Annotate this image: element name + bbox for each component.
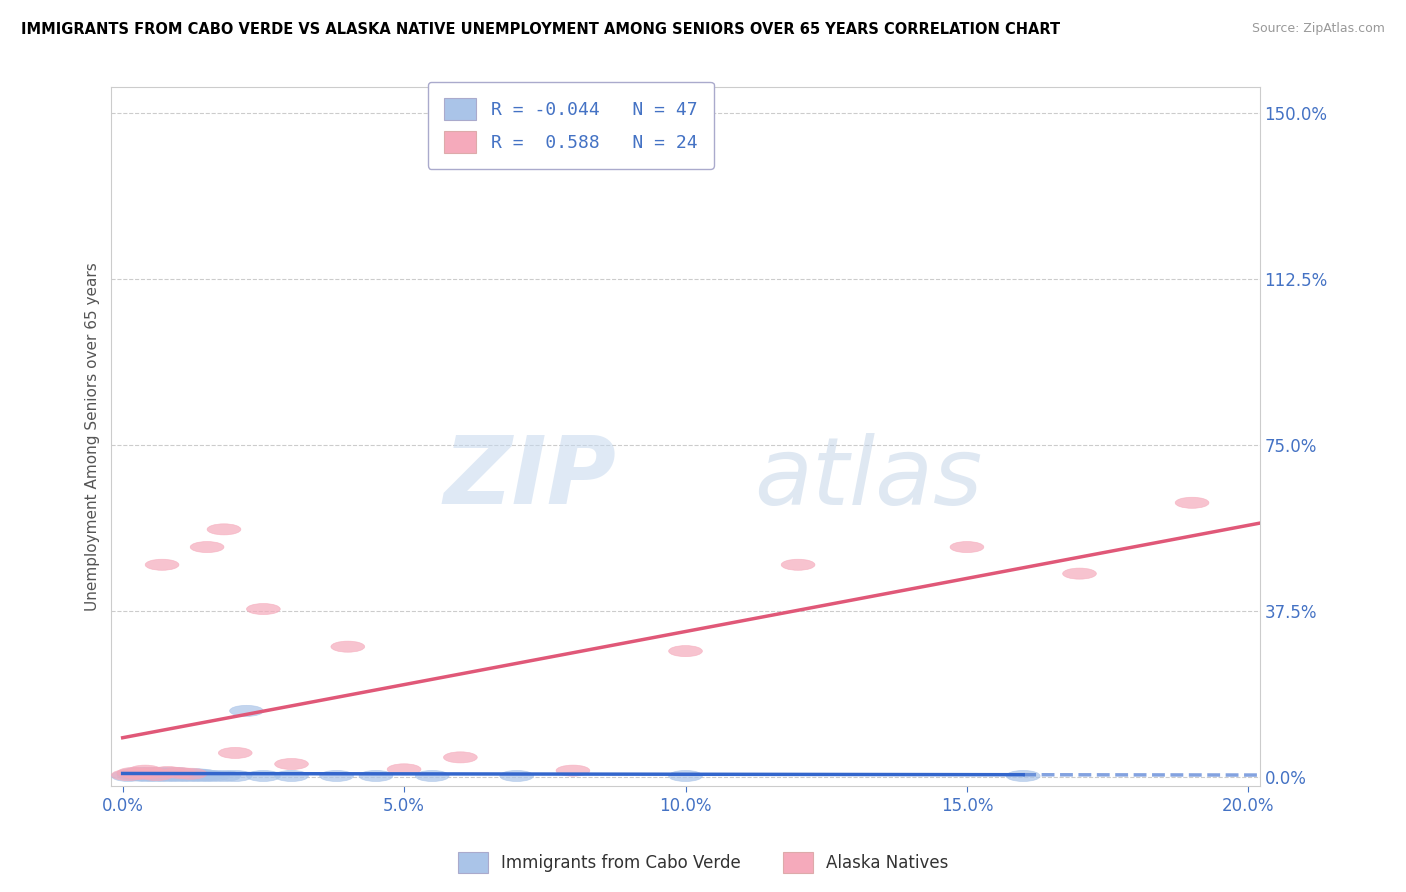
Ellipse shape [669, 646, 703, 657]
Ellipse shape [184, 769, 218, 780]
Ellipse shape [173, 769, 207, 780]
Ellipse shape [167, 770, 201, 781]
Text: IMMIGRANTS FROM CABO VERDE VS ALASKA NATIVE UNEMPLOYMENT AMONG SENIORS OVER 65 Y: IMMIGRANTS FROM CABO VERDE VS ALASKA NAT… [21, 22, 1060, 37]
Ellipse shape [134, 770, 167, 781]
Ellipse shape [128, 765, 162, 776]
Ellipse shape [1007, 771, 1040, 781]
Ellipse shape [218, 747, 252, 758]
Ellipse shape [145, 767, 179, 779]
Ellipse shape [128, 769, 162, 780]
Ellipse shape [669, 771, 703, 781]
Ellipse shape [111, 770, 145, 780]
Ellipse shape [359, 771, 392, 781]
Ellipse shape [195, 771, 229, 781]
Ellipse shape [134, 767, 167, 779]
Ellipse shape [184, 771, 218, 781]
Ellipse shape [117, 767, 150, 779]
Ellipse shape [117, 768, 150, 780]
Ellipse shape [330, 641, 364, 652]
Ellipse shape [150, 766, 184, 778]
Y-axis label: Unemployment Among Seniors over 65 years: Unemployment Among Seniors over 65 years [86, 262, 100, 611]
Ellipse shape [207, 524, 240, 535]
Ellipse shape [950, 541, 984, 553]
Ellipse shape [190, 541, 224, 553]
Ellipse shape [246, 604, 280, 615]
Ellipse shape [1175, 497, 1209, 508]
Ellipse shape [162, 769, 195, 780]
Ellipse shape [207, 771, 240, 781]
Ellipse shape [122, 768, 156, 780]
Ellipse shape [150, 771, 184, 781]
Ellipse shape [246, 771, 280, 781]
Ellipse shape [173, 768, 207, 780]
Ellipse shape [274, 771, 308, 781]
Ellipse shape [156, 767, 190, 779]
Ellipse shape [139, 769, 173, 780]
Ellipse shape [139, 768, 173, 779]
Ellipse shape [128, 771, 162, 781]
Ellipse shape [162, 768, 195, 779]
Text: ZIP: ZIP [444, 433, 617, 524]
Ellipse shape [218, 771, 252, 781]
Ellipse shape [443, 752, 477, 763]
Ellipse shape [150, 769, 184, 780]
Ellipse shape [319, 771, 353, 781]
Ellipse shape [190, 770, 224, 781]
Ellipse shape [117, 770, 150, 780]
Ellipse shape [162, 771, 195, 781]
Ellipse shape [387, 764, 420, 775]
Ellipse shape [415, 771, 449, 781]
Ellipse shape [122, 770, 156, 781]
Ellipse shape [145, 769, 179, 780]
Ellipse shape [1063, 568, 1097, 579]
Ellipse shape [179, 770, 212, 781]
Ellipse shape [145, 559, 179, 570]
Ellipse shape [167, 769, 201, 780]
Ellipse shape [139, 771, 173, 781]
Ellipse shape [156, 770, 190, 781]
Legend: R = -0.044   N = 47, R =  0.588   N = 24: R = -0.044 N = 47, R = 0.588 N = 24 [427, 82, 714, 169]
Ellipse shape [122, 767, 156, 779]
Ellipse shape [145, 770, 179, 781]
Ellipse shape [555, 765, 591, 776]
Ellipse shape [162, 767, 195, 779]
Ellipse shape [782, 559, 815, 570]
Text: atlas: atlas [755, 433, 983, 524]
Ellipse shape [111, 771, 145, 781]
Legend: Immigrants from Cabo Verde, Alaska Natives: Immigrants from Cabo Verde, Alaska Nativ… [451, 846, 955, 880]
Ellipse shape [139, 770, 173, 780]
Text: Source: ZipAtlas.com: Source: ZipAtlas.com [1251, 22, 1385, 36]
Ellipse shape [179, 769, 212, 780]
Ellipse shape [128, 768, 162, 779]
Ellipse shape [134, 767, 167, 779]
Ellipse shape [274, 758, 308, 770]
Ellipse shape [122, 769, 156, 780]
Ellipse shape [173, 771, 207, 781]
Ellipse shape [156, 769, 190, 780]
Ellipse shape [134, 769, 167, 780]
Ellipse shape [229, 706, 263, 716]
Ellipse shape [499, 771, 533, 781]
